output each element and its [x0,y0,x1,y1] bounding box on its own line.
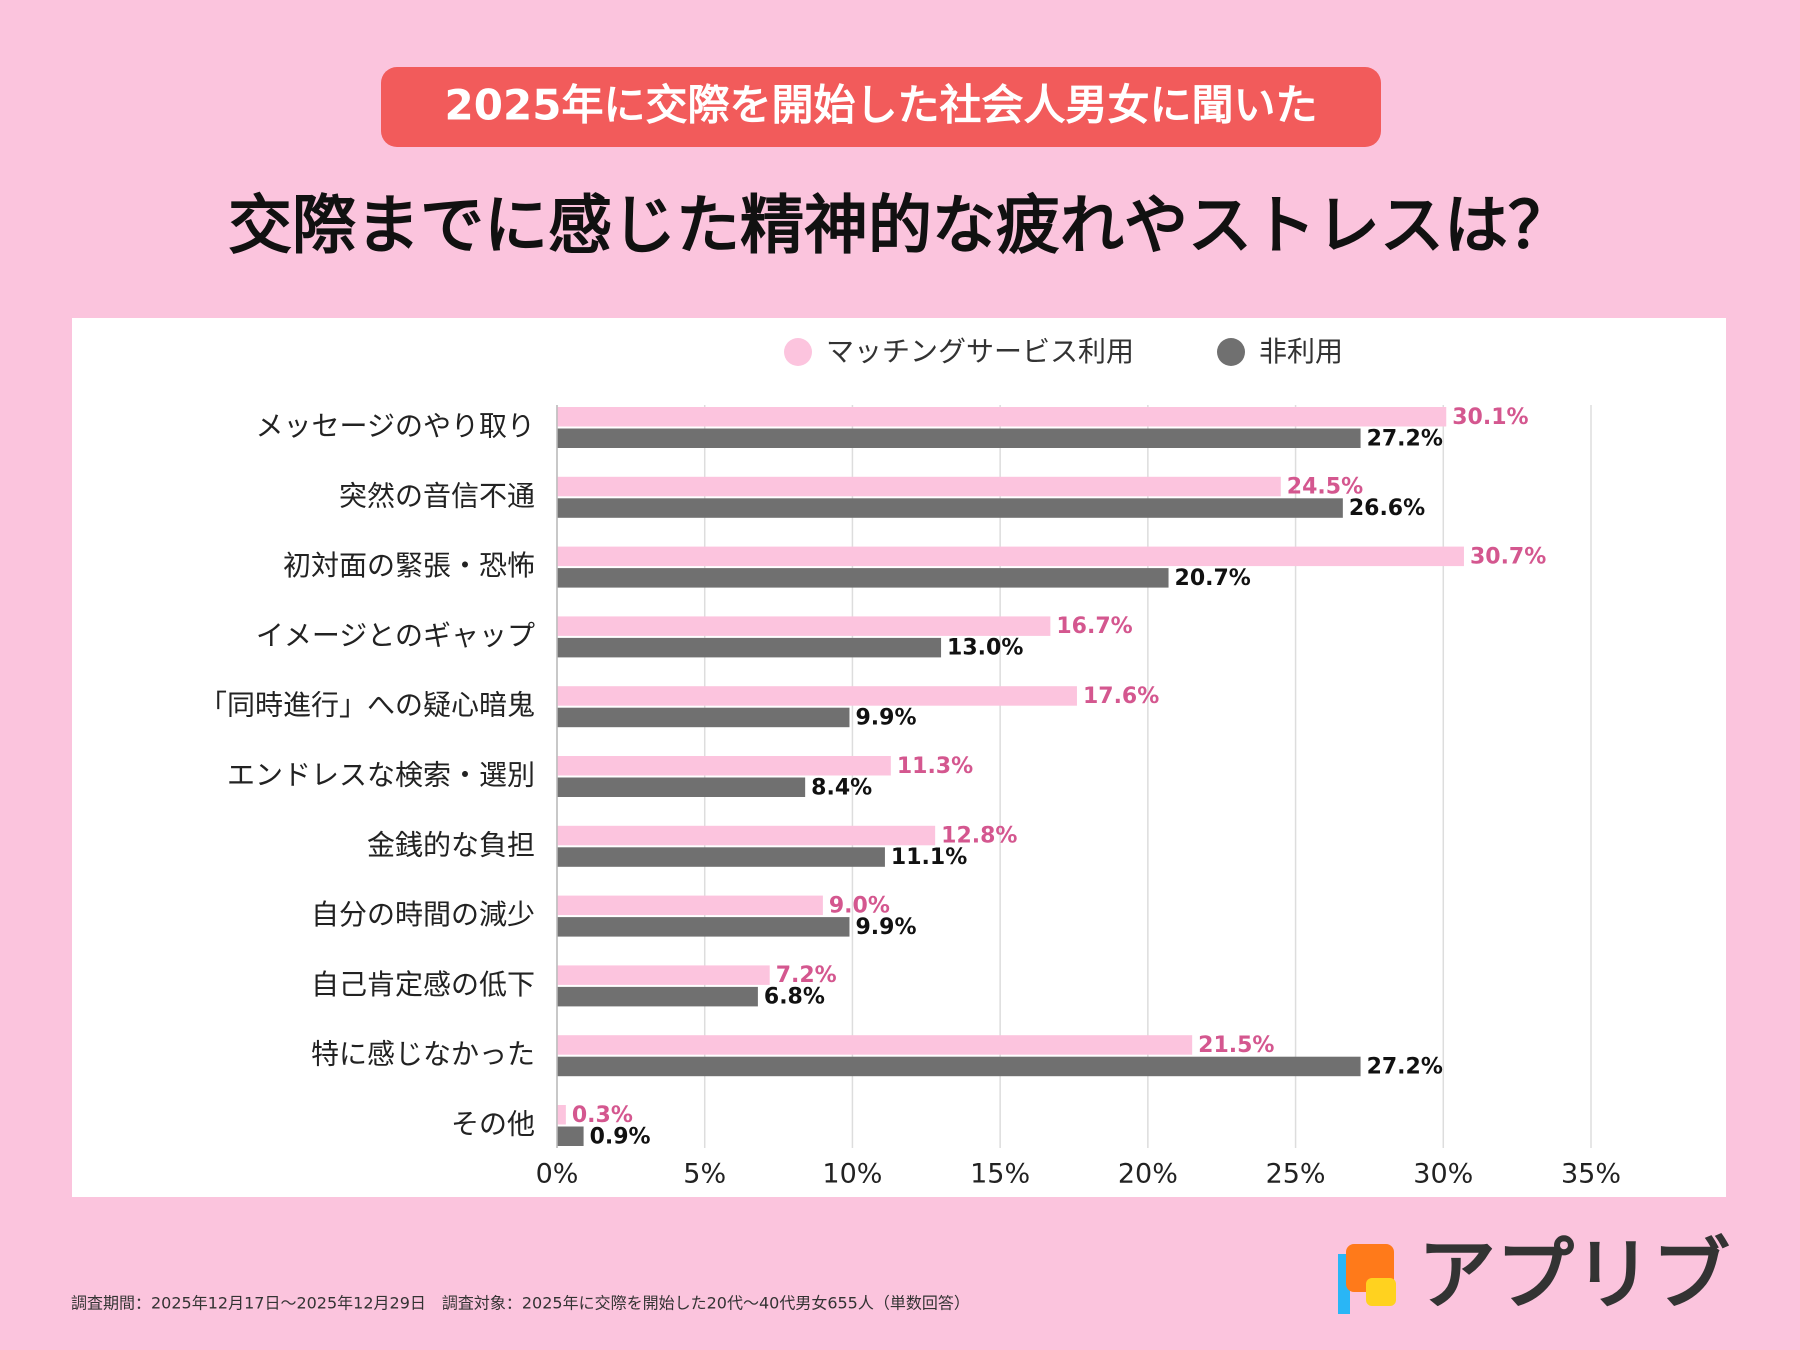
value-label: 30.7% [1470,544,1546,569]
x-tick-label: 20% [1118,1159,1178,1190]
bar [557,825,936,846]
value-label: 27.2% [1367,1054,1443,1079]
value-label: 9.0% [829,893,890,918]
bar [557,1105,566,1125]
value-label: 24.5% [1287,475,1363,500]
value-label: 12.8% [941,824,1017,849]
bar [557,847,885,867]
bar [557,407,1447,427]
bar [557,568,1169,588]
badge-text: 2025年に交際を開始した社会人男女に聞いた [445,81,1318,130]
bar [557,1035,1193,1055]
legend-marker [784,338,812,366]
bar [557,637,942,658]
x-tick-label: 15% [970,1159,1030,1190]
category-label: 「同時進行」への疑心暗鬼 [199,689,535,722]
bar [557,1056,1361,1077]
bar [557,686,1077,706]
badge [381,67,1381,147]
x-tick-label: 25% [1266,1159,1326,1190]
bar [557,917,850,937]
legend-label: マッチングサービス利用 [826,335,1134,368]
bar [557,895,823,916]
category-label: 突然の音信不通 [339,479,535,512]
x-tick-label: 5% [683,1159,726,1190]
bar [557,616,1051,636]
bar [557,428,1361,448]
legend-marker [1217,338,1245,366]
bar [557,707,850,728]
x-tick-label: 0% [536,1159,579,1190]
category-label: 特に感じなかった [311,1038,535,1071]
bar [557,965,770,985]
value-label: 9.9% [855,915,916,940]
x-tick-label: 10% [822,1159,882,1190]
value-label: 17.6% [1083,684,1159,709]
brand-logo: アプリブ [1338,1230,1730,1320]
bar [557,777,806,797]
bar [557,476,1281,497]
value-label: 6.8% [764,985,825,1010]
logo-shape [1366,1278,1396,1306]
value-label: 7.2% [776,963,837,988]
legend-label: 非利用 [1259,335,1343,368]
footnote: 調査期間：2025年12月17日〜2025年12月29日 調査対象：2025年に… [71,1294,970,1313]
category-label: 自分の時間の減少 [311,898,535,931]
category-label: 自己肯定感の低下 [311,968,535,1001]
category-label: 初対面の緊張・恐怖 [283,549,535,582]
brand-name: アプリブ [1418,1230,1730,1320]
bar [557,756,891,776]
value-label: 26.6% [1349,496,1425,521]
category-label: 金銭的な負担 [367,828,535,861]
bar [557,1126,584,1146]
value-label: 8.4% [811,775,872,800]
category-label: メッセージのやり取り [256,410,535,443]
bar [557,986,758,1007]
bar [557,498,1343,518]
value-label: 27.2% [1367,426,1443,451]
value-label: 9.9% [855,705,916,730]
value-label: 30.1% [1452,405,1528,430]
value-label: 16.7% [1056,614,1132,639]
value-label: 21.5% [1198,1033,1274,1058]
value-label: 11.1% [891,845,967,870]
category-label: その他 [451,1108,535,1141]
x-tick-label: 30% [1413,1159,1473,1190]
bar [557,546,1464,567]
value-label: 0.9% [590,1124,651,1149]
value-label: 0.3% [572,1103,633,1128]
chart-title: 交際までに感じた精神的な疲れやストレスは？ [228,190,1572,264]
value-label: 11.3% [897,754,973,779]
category-label: エンドレスな検索・選別 [227,759,535,792]
x-tick-label: 35% [1561,1159,1621,1190]
value-label: 13.0% [947,636,1023,661]
value-label: 20.7% [1175,566,1251,591]
category-label: イメージとのギャップ [256,619,535,652]
